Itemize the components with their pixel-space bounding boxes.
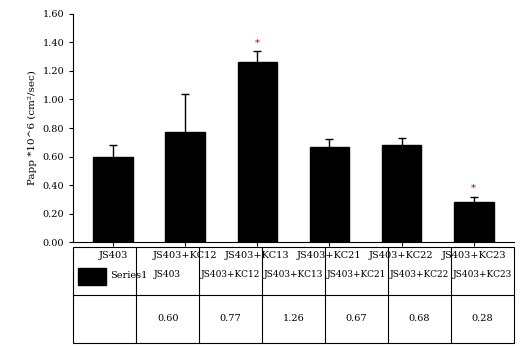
Bar [78,268,106,285]
Text: JS403+KC21: JS403+KC21 [326,270,386,279]
Text: 0.68: 0.68 [408,314,430,323]
Bar [382,145,421,242]
Text: 0.60: 0.60 [157,314,179,323]
Bar [454,202,494,242]
Bar [237,62,277,242]
Bar [310,147,350,242]
Text: 0.28: 0.28 [471,314,493,323]
Text: JS403: JS403 [154,270,181,279]
Bar [166,132,205,242]
Text: JS403+KC22: JS403+KC22 [389,270,449,279]
Text: Series1: Series1 [111,271,148,281]
Bar [93,157,133,242]
Y-axis label: Papp *10^6 (cm²/sec): Papp *10^6 (cm²/sec) [28,71,37,185]
Text: 0.77: 0.77 [220,314,242,323]
Text: JS403+KC12: JS403+KC12 [201,270,260,279]
Text: 0.67: 0.67 [345,314,367,323]
Text: *: * [255,38,260,47]
Text: JS403+KC23: JS403+KC23 [452,270,512,279]
Text: JS403+KC13: JS403+KC13 [264,270,323,279]
Text: *: * [471,184,476,193]
Text: 1.26: 1.26 [282,314,304,323]
